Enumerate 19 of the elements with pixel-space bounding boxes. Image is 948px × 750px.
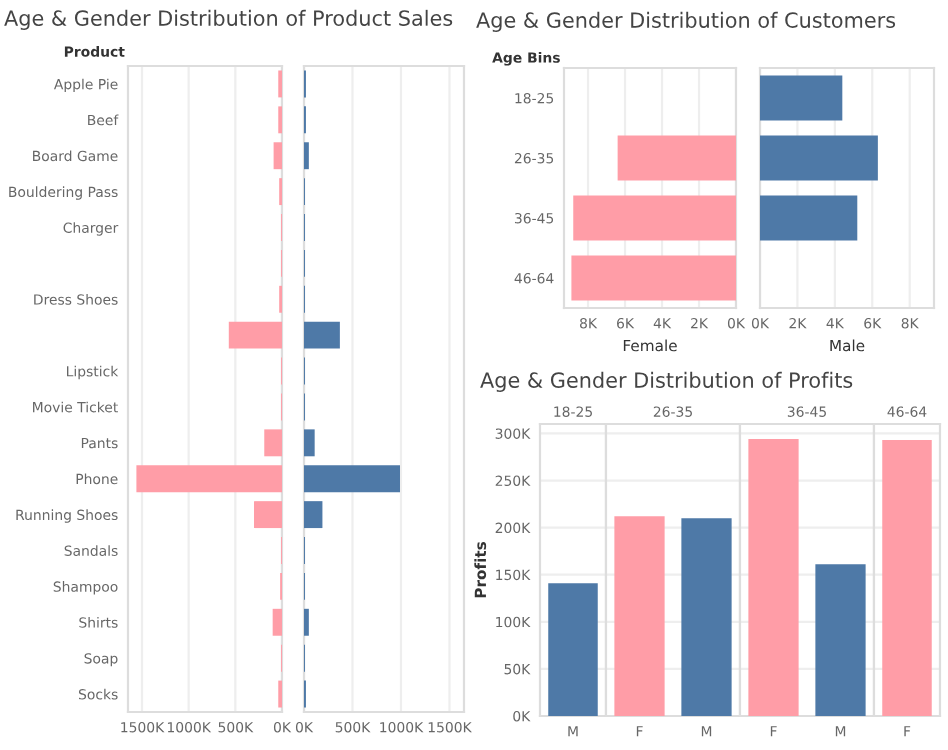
bar <box>573 195 736 241</box>
bar <box>272 608 282 636</box>
bar <box>760 75 843 121</box>
text: Age & Gender Distribution of Profits <box>480 371 853 392</box>
bar <box>264 429 282 457</box>
bar <box>760 135 878 181</box>
chart-title: Age & Gender Distribution of Customers <box>476 11 896 32</box>
bar <box>304 501 323 529</box>
bar <box>617 135 736 181</box>
bar <box>304 321 340 349</box>
bar <box>760 195 858 241</box>
bar <box>304 465 400 493</box>
bar <box>273 142 282 170</box>
bar <box>304 429 315 457</box>
bar <box>254 501 282 529</box>
bar <box>228 321 282 349</box>
bar <box>136 465 282 493</box>
chart-title: Age & Gender Distribution of Product Sales <box>4 9 453 30</box>
bar <box>571 255 736 301</box>
